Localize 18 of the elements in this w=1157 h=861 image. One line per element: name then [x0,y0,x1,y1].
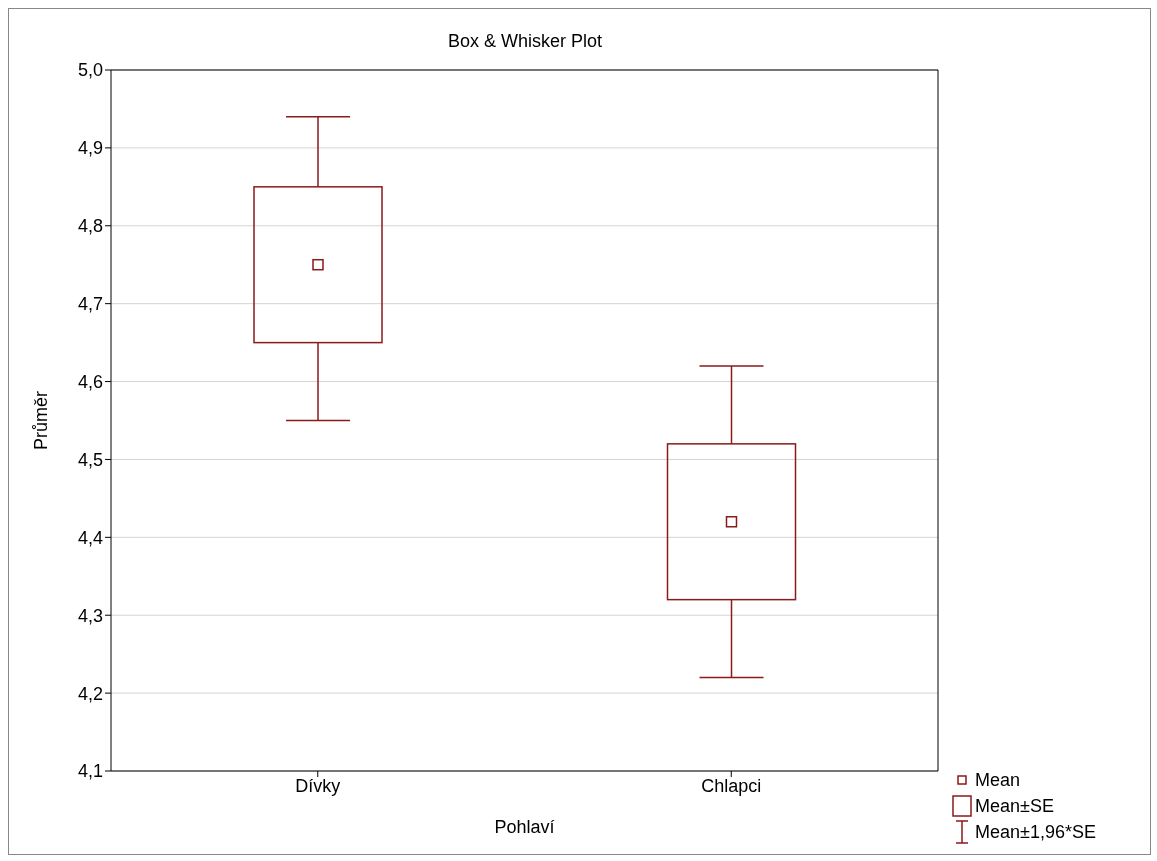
x-axis-title: Pohlaví [494,817,555,837]
y-tick-label: 4,2 [77,683,103,704]
text: Mean±SE [975,795,1054,817]
text: Mean±1,96*SE [975,821,1096,843]
y-tick-label: 4,6 [77,371,103,392]
y-tick-label: 4,5 [77,449,103,470]
x-tick-label: Dívky [295,775,341,796]
y-tick-label: 4,1 [77,761,103,782]
y-axis-title: Průměr [31,390,52,451]
text: Mean [975,769,1021,791]
y-tick-label: 4,8 [77,216,103,237]
chart-title: Box & Whisker Plot [446,31,603,52]
y-tick-label: 5,0 [77,60,103,81]
y-tick-label: 4,3 [77,605,103,626]
y-tick-label: 4,4 [77,527,103,548]
x-tick-label: Chlapci [701,775,762,796]
y-tick-label: 4,7 [77,294,103,315]
y-tick-label: 4,9 [77,138,103,159]
